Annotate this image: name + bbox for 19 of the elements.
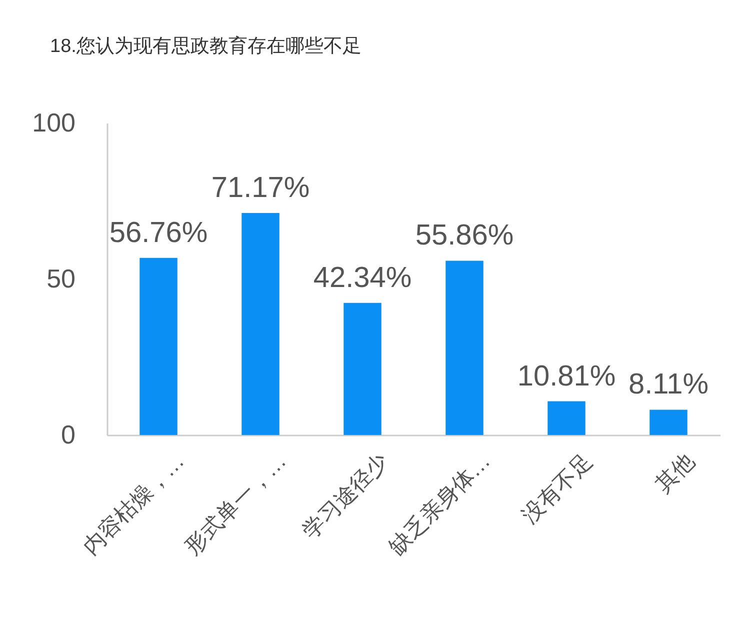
data-label: 42.34% bbox=[313, 262, 412, 294]
x-tick-label: 缺乏亲身体… bbox=[384, 448, 495, 560]
data-label: 10.81% bbox=[517, 360, 616, 392]
data-label: 8.11% bbox=[628, 368, 709, 401]
bar bbox=[140, 258, 178, 435]
y-tick-label: 100 bbox=[32, 108, 76, 138]
bar bbox=[650, 410, 688, 435]
y-tick-label: 0 bbox=[61, 420, 76, 450]
x-tick-label: 其他 bbox=[650, 448, 699, 498]
x-tick-label: 没有不足 bbox=[517, 448, 597, 528]
bar bbox=[548, 401, 586, 435]
bar bbox=[344, 302, 382, 435]
bar bbox=[446, 260, 484, 435]
data-label: 56.76% bbox=[109, 216, 208, 249]
bar bbox=[242, 212, 280, 435]
data-label: 55.86% bbox=[415, 220, 514, 252]
chart-title: 18.您认为现有思政教育存在哪些不足 bbox=[50, 35, 362, 57]
data-label: 71.17% bbox=[211, 172, 310, 204]
y-tick-label: 50 bbox=[46, 264, 76, 294]
